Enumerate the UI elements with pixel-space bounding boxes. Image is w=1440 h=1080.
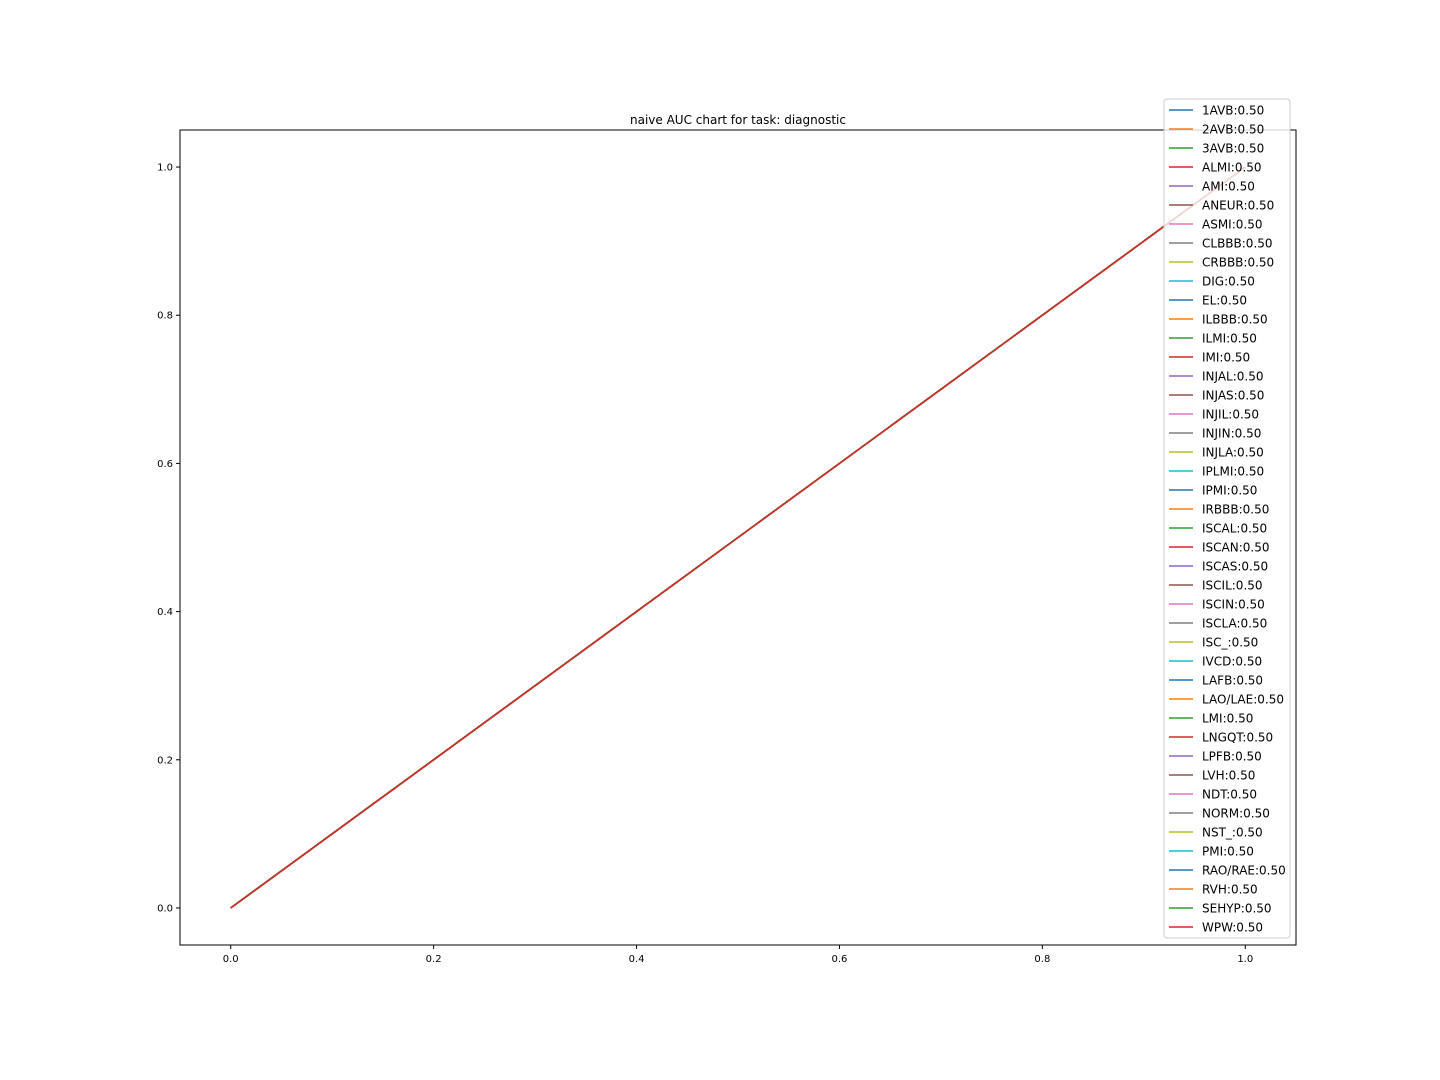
legend-label: 1AVB:0.50 bbox=[1202, 104, 1264, 118]
x-tick-label: 0.2 bbox=[426, 954, 442, 965]
legend-label: ASMI:0.50 bbox=[1202, 218, 1262, 232]
legend-label: ILMI:0.50 bbox=[1202, 332, 1257, 346]
legend-label: LAO/LAE:0.50 bbox=[1202, 693, 1284, 707]
legend-label: DIG:0.50 bbox=[1202, 275, 1255, 289]
legend-box bbox=[1163, 98, 1291, 939]
y-tick-label: 0.6 bbox=[157, 459, 173, 470]
series-layer bbox=[230, 166, 1246, 909]
legend-label: RAO/RAE:0.50 bbox=[1202, 864, 1286, 878]
y-tick-label: 0.8 bbox=[157, 311, 173, 322]
y-tick-label: 0.4 bbox=[157, 607, 173, 618]
x-tick-label: 0.4 bbox=[629, 954, 645, 965]
legend-label: NST_:0.50 bbox=[1202, 826, 1263, 840]
legend: 1AVB:0.50 2AVB:0.50 3AVB:0.50 ALMI:0.50 AMI:… bbox=[1163, 98, 1291, 939]
legend-label: ISCIL:0.50 bbox=[1202, 579, 1263, 593]
x-tick-label: 0.8 bbox=[1034, 954, 1050, 965]
legend-label: ALMI:0.50 bbox=[1202, 161, 1262, 175]
legend-label: WPW:0.50 bbox=[1202, 921, 1263, 935]
legend-label: IVCD:0.50 bbox=[1202, 655, 1262, 669]
legend-label: ANEUR:0.50 bbox=[1202, 199, 1274, 213]
y-tick-label: 0.2 bbox=[157, 755, 173, 766]
series-line bbox=[230, 166, 1246, 909]
chart-title: naive AUC chart for task: diagnostic bbox=[630, 113, 846, 127]
legend-label: INJIN:0.50 bbox=[1202, 427, 1261, 441]
legend-label: CRBBB:0.50 bbox=[1202, 256, 1274, 270]
x-axis: 0.0 0.2 0.4 0.6 0.8 1.0 bbox=[223, 945, 1253, 965]
legend-label: ISC_:0.50 bbox=[1202, 636, 1258, 650]
x-tick-label: 0.0 bbox=[223, 954, 239, 965]
legend-label: ISCAN:0.50 bbox=[1202, 541, 1269, 555]
legend-label: ISCAS:0.50 bbox=[1202, 560, 1268, 574]
legend-label: INJIL:0.50 bbox=[1202, 408, 1259, 422]
legend-label: LMI:0.50 bbox=[1202, 712, 1253, 726]
legend-label: EL:0.50 bbox=[1202, 294, 1247, 308]
legend-label: IMI:0.50 bbox=[1202, 351, 1250, 365]
legend-label: ISCIN:0.50 bbox=[1202, 598, 1265, 612]
legend-label: NORM:0.50 bbox=[1202, 807, 1270, 821]
legend-label: INJAL:0.50 bbox=[1202, 370, 1264, 384]
legend-label: CLBBB:0.50 bbox=[1202, 237, 1273, 251]
legend-label: 2AVB:0.50 bbox=[1202, 123, 1264, 137]
legend-label: LPFB:0.50 bbox=[1202, 750, 1262, 764]
legend-label: 3AVB:0.50 bbox=[1202, 142, 1264, 156]
legend-label: LVH:0.50 bbox=[1202, 769, 1255, 783]
legend-label: IPLMI:0.50 bbox=[1202, 465, 1264, 479]
legend-label: RVH:0.50 bbox=[1202, 883, 1258, 897]
legend-label: ILBBB:0.50 bbox=[1202, 313, 1268, 327]
legend-label: NDT:0.50 bbox=[1202, 788, 1257, 802]
legend-label: AMI:0.50 bbox=[1202, 180, 1255, 194]
legend-label: INJLA:0.50 bbox=[1202, 446, 1264, 460]
legend-label: IRBBB:0.50 bbox=[1202, 503, 1269, 517]
x-tick-label: 0.6 bbox=[832, 954, 848, 965]
y-tick-label: 1.0 bbox=[157, 163, 173, 174]
plot-frame bbox=[179, 129, 1297, 946]
legend-label: IPMI:0.50 bbox=[1202, 484, 1257, 498]
y-tick-label: 0.0 bbox=[157, 903, 173, 914]
legend-label: ISCLA:0.50 bbox=[1202, 617, 1267, 631]
legend-label: SEHYP:0.50 bbox=[1202, 902, 1272, 916]
legend-label: INJAS:0.50 bbox=[1202, 389, 1264, 403]
legend-label: ISCAL:0.50 bbox=[1202, 522, 1267, 536]
legend-label: LAFB:0.50 bbox=[1202, 674, 1263, 688]
x-tick-label: 1.0 bbox=[1237, 954, 1253, 965]
legend-label: PMI:0.50 bbox=[1202, 845, 1254, 859]
legend-label: LNGQT:0.50 bbox=[1202, 731, 1273, 745]
y-axis: 0.0 0.2 0.4 0.6 0.8 1.0 bbox=[157, 163, 180, 914]
